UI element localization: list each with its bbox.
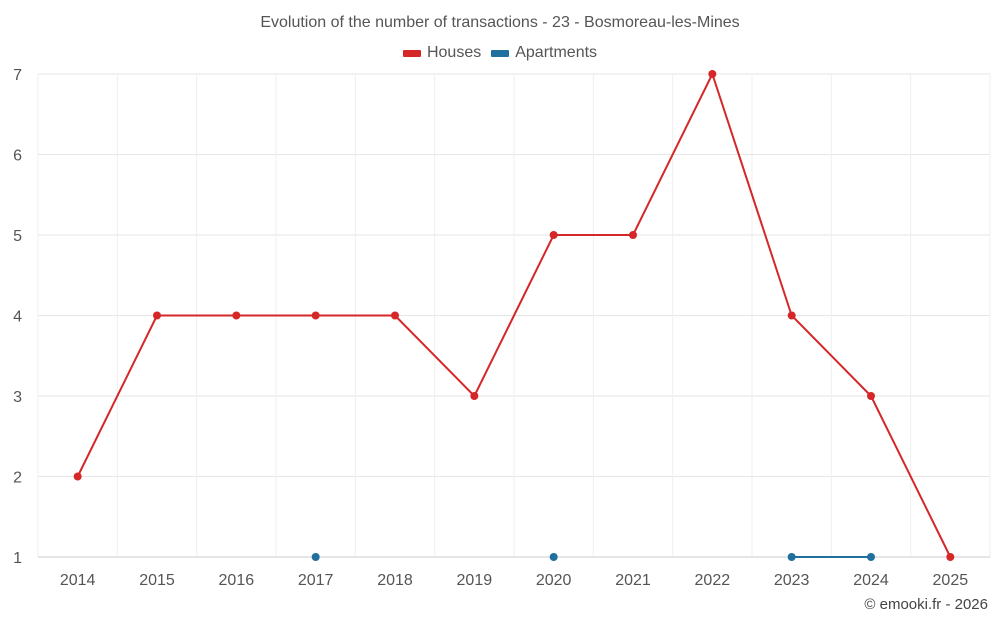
data-point-houses — [867, 392, 875, 400]
legend-swatch-houses — [402, 49, 421, 57]
legend-swatch-apartments — [491, 49, 510, 57]
x-tick-label: 2019 — [457, 572, 493, 589]
y-tick-label: 2 — [13, 470, 22, 487]
series-line-houses — [76, 71, 952, 558]
legend-item-houses[interactable]: Houses — [402, 44, 482, 62]
data-point-apartments — [549, 553, 558, 561]
data-point-houses — [549, 231, 558, 239]
data-point-houses — [708, 70, 717, 78]
legend: Houses Apartments — [0, 44, 1000, 62]
y-tick-label: 6 — [13, 148, 22, 165]
data-point-houses — [470, 392, 479, 400]
axes: 1 2 3 4 5 6 7 2014 2015 2016 2017 2018 2019 2020 2021 2… — [13, 67, 990, 589]
x-tick-label: 2023 — [774, 572, 810, 589]
x-tick-label: 2017 — [298, 572, 334, 589]
data-point-houses — [73, 472, 82, 481]
data-point-houses — [311, 311, 320, 320]
data-point-apartments — [311, 553, 320, 561]
chart-title: Evolution of the number of transactions … — [260, 14, 740, 31]
x-tick-label: 2021 — [615, 572, 651, 589]
data-point-apartments — [787, 553, 796, 561]
data-point-houses — [232, 311, 241, 320]
data-point-houses — [629, 231, 637, 239]
y-tick-label: 4 — [13, 309, 22, 326]
data-point-houses — [946, 553, 955, 561]
legend-item-apartments[interactable]: Apartments — [491, 44, 597, 62]
x-tick-label: 2022 — [695, 572, 731, 589]
x-tick-label: 2020 — [536, 572, 572, 589]
x-tick-label: 2024 — [853, 572, 889, 589]
series — [73, 70, 955, 561]
x-tick-label: 2016 — [219, 572, 255, 589]
x-tick-label: 2014 — [60, 572, 96, 589]
y-tick-label: 7 — [13, 67, 22, 84]
y-tick-label: 5 — [13, 228, 22, 245]
credit-text: © emooki.fr - 2026 — [864, 596, 988, 613]
data-point-houses — [153, 311, 161, 320]
data-point-houses — [787, 311, 796, 320]
data-point-apartments — [867, 553, 875, 561]
x-tick-label: 2015 — [139, 572, 175, 589]
x-tick-label: 2025 — [933, 572, 969, 589]
y-tick-label: 3 — [13, 389, 22, 406]
legend-label-houses: Houses — [426, 44, 482, 61]
legend-label-apartments: Apartments — [515, 44, 598, 61]
x-tick-label: 2018 — [377, 572, 413, 589]
data-point-houses — [391, 311, 399, 320]
y-tick-label: 1 — [13, 550, 22, 567]
